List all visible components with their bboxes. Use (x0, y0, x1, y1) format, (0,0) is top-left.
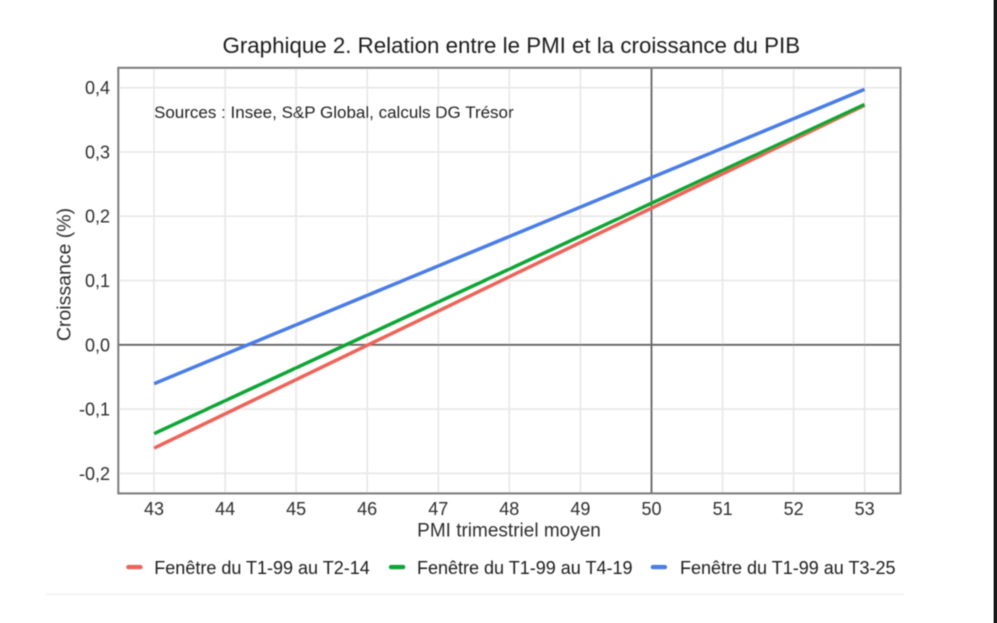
svg-text:-0,2: -0,2 (79, 464, 110, 484)
svg-text:0,1: 0,1 (85, 271, 110, 291)
svg-text:PMI trimestriel moyen: PMI trimestriel moyen (417, 521, 601, 542)
svg-text:Croissance (%): Croissance (%) (54, 208, 76, 341)
svg-text:0,4: 0,4 (85, 78, 110, 98)
svg-text:51: 51 (713, 499, 733, 519)
svg-text:52: 52 (784, 499, 804, 519)
svg-text:Sources : Insee, S&P Global, c: Sources : Insee, S&P Global, calculs DG … (154, 103, 514, 122)
svg-text:Fenêtre du T1-99 au T4-19: Fenêtre du T1-99 au T4-19 (417, 558, 632, 578)
svg-text:0,2: 0,2 (85, 207, 110, 227)
svg-text:Graphique 2. Relation entre le: Graphique 2. Relation entre le PMI et la… (223, 33, 801, 58)
svg-text:-0,1: -0,1 (79, 400, 110, 420)
svg-text:47: 47 (428, 499, 448, 519)
svg-text:Fenêtre du T1-99 au T2-14: Fenêtre du T1-99 au T2-14 (154, 558, 369, 578)
svg-text:45: 45 (286, 499, 306, 519)
svg-text:46: 46 (357, 499, 377, 519)
svg-text:50: 50 (641, 499, 661, 519)
svg-text:49: 49 (570, 499, 590, 519)
svg-text:Fenêtre du T1-99 au T3-25: Fenêtre du T1-99 au T3-25 (680, 558, 895, 578)
svg-text:0,0: 0,0 (85, 335, 110, 355)
svg-text:0,3: 0,3 (85, 143, 110, 163)
svg-text:53: 53 (855, 499, 875, 519)
svg-text:48: 48 (499, 499, 519, 519)
svg-text:44: 44 (215, 499, 235, 519)
svg-text:43: 43 (144, 499, 164, 519)
